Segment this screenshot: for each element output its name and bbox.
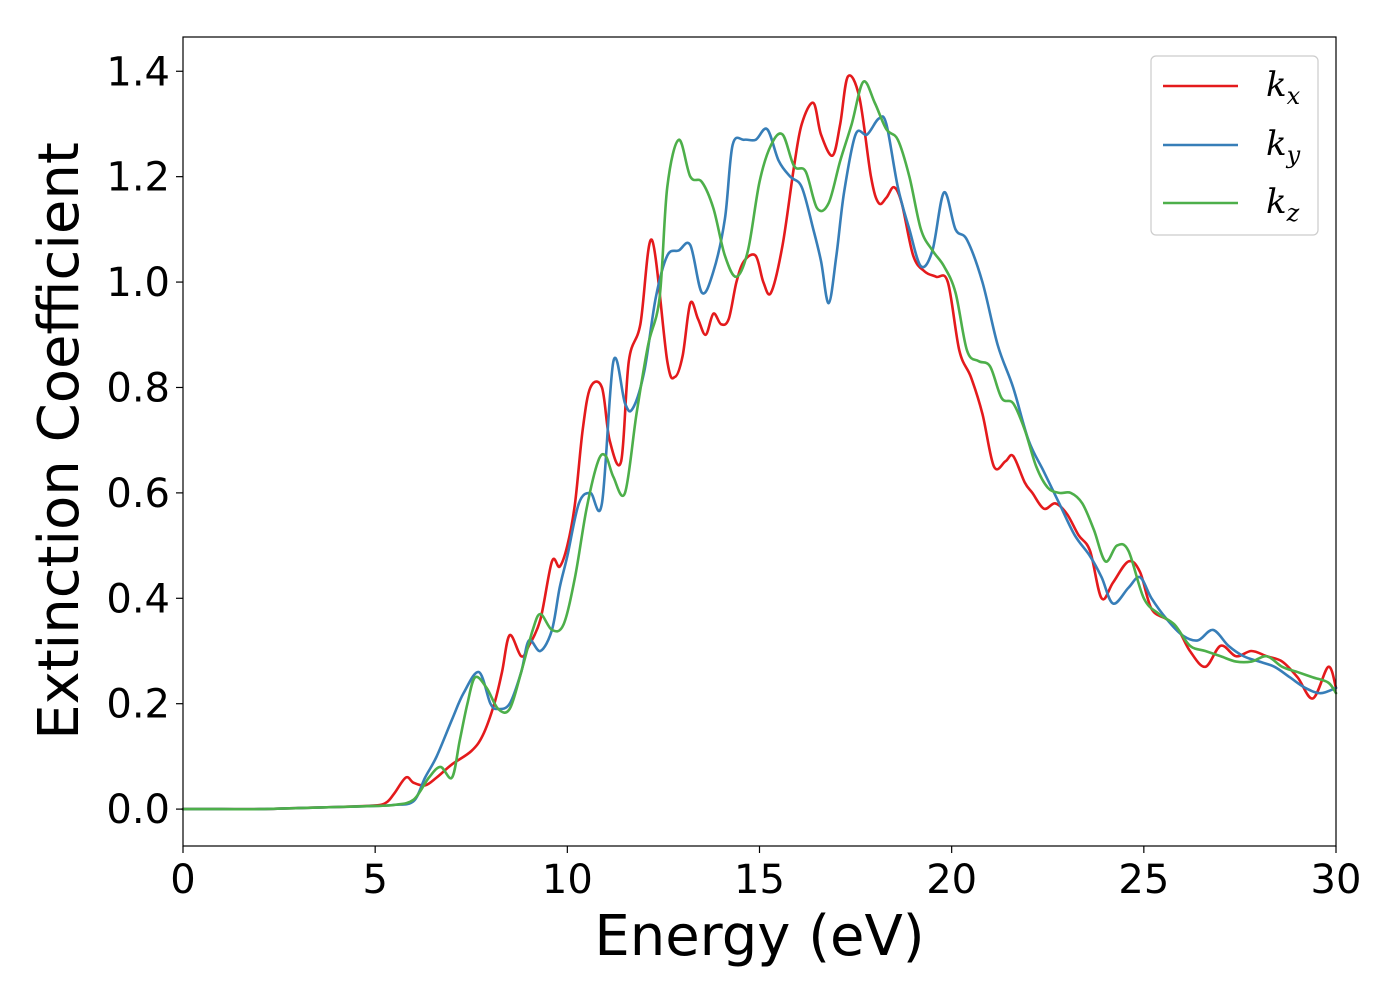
y-tick-label: 1.4 [106,49,170,95]
legend-label-k-y: ky [1266,124,1301,169]
y-tick-label: 1.2 [106,155,170,201]
y-tick-label: 1.0 [106,260,170,306]
x-tick-label: 10 [542,857,593,903]
x-axis-label: Energy (eV) [594,904,924,969]
legend: kx ky kz [1150,55,1319,236]
y-tick-label: 0.0 [106,787,170,833]
x-tick-label: 5 [362,857,387,903]
series-line-k-z [181,80,1338,811]
ticks-layer: 0 5 10 15 20 25 30 0.0 0.2 0.4 0.6 0.8 1.0 1.2 1.4 [106,49,1361,903]
y-tick-label: 0.6 [106,471,170,517]
x-tick-label: 0 [170,857,195,903]
y-tick-label: 0.8 [106,365,170,411]
x-tick-label: 30 [1311,857,1362,903]
x-tick-label: 20 [926,857,977,903]
series-layer [181,74,1338,811]
legend-label-k-x: kx [1266,65,1301,110]
x-tick-label: 25 [1118,857,1169,903]
y-tick-label: 0.2 [106,682,170,728]
y-axis-label: Extinction Coefficient [27,142,92,740]
x-tick-label: 15 [734,857,785,903]
legend-label-k-z: kz [1266,182,1300,227]
series-line-k-x [181,74,1338,811]
y-tick-label: 0.4 [106,576,170,622]
